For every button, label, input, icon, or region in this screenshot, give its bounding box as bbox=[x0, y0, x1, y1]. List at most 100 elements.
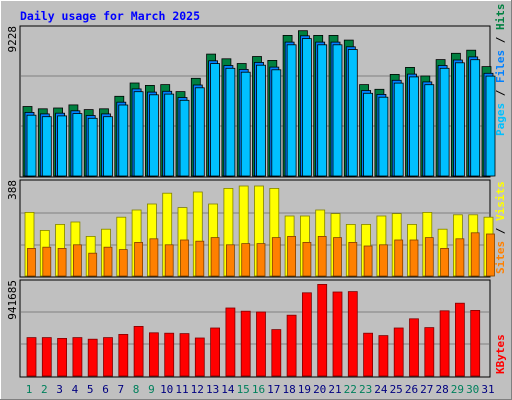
sites-bar bbox=[394, 239, 404, 277]
sites-bar bbox=[195, 240, 205, 277]
kbytes-bar bbox=[470, 309, 481, 377]
day-label: 3 bbox=[56, 383, 63, 396]
sites-bar bbox=[180, 239, 189, 277]
sites-bar bbox=[225, 244, 235, 277]
legend-sep: / bbox=[494, 221, 507, 241]
day-label: 12 bbox=[191, 383, 204, 396]
pages-bar bbox=[378, 96, 389, 177]
kbytes-bar bbox=[57, 337, 67, 377]
day-label: 31 bbox=[481, 383, 494, 396]
sites-bar bbox=[440, 247, 450, 277]
visits-max-label: 388 bbox=[6, 180, 19, 200]
day-label: 15 bbox=[237, 383, 250, 396]
day-label: 27 bbox=[420, 383, 433, 396]
kbytes-bar bbox=[424, 327, 435, 377]
day-label: 13 bbox=[206, 383, 219, 396]
kbytes-bar bbox=[439, 310, 450, 377]
sites-bar bbox=[424, 237, 434, 277]
legend-files: Files bbox=[494, 50, 507, 83]
pages-bar bbox=[454, 62, 465, 177]
sites-bar bbox=[73, 244, 82, 277]
kbytes-bar bbox=[378, 335, 389, 377]
kbytes-bar bbox=[148, 332, 159, 377]
day-label: 24 bbox=[374, 383, 388, 396]
sites-bar bbox=[363, 245, 373, 277]
pages-bar bbox=[148, 94, 159, 177]
day-label: 2 bbox=[41, 383, 48, 396]
kbytes-bar bbox=[179, 333, 190, 377]
sites-bar bbox=[271, 237, 281, 277]
day-label: 11 bbox=[175, 383, 188, 396]
day-label: 17 bbox=[267, 383, 280, 396]
kbytes-bar bbox=[301, 292, 312, 377]
sites-bar bbox=[134, 241, 144, 277]
kbytes-max-label: 941685 bbox=[6, 280, 19, 320]
legend-visits: Visits bbox=[494, 181, 507, 221]
day-label: 9 bbox=[148, 383, 155, 396]
day-label: 19 bbox=[298, 383, 311, 396]
kbytes-bar bbox=[210, 327, 221, 377]
kbytes-bar bbox=[41, 337, 52, 377]
kbytes-bar bbox=[286, 314, 297, 377]
day-label: 26 bbox=[405, 383, 418, 396]
sites-bar bbox=[88, 252, 98, 277]
pages-bar bbox=[286, 44, 297, 177]
kbytes-bar bbox=[332, 291, 343, 377]
day-label: 1 bbox=[26, 383, 33, 396]
pages-bar bbox=[210, 63, 221, 177]
day-label: 6 bbox=[102, 383, 109, 396]
day-label: 23 bbox=[359, 383, 372, 396]
legend-hits: Hits bbox=[494, 4, 507, 31]
pages-bar bbox=[256, 64, 266, 177]
sites-bar bbox=[256, 243, 266, 277]
sites-bar bbox=[287, 235, 297, 277]
day-label: 16 bbox=[252, 383, 265, 396]
pages-bar bbox=[424, 84, 435, 177]
pages-bar bbox=[347, 49, 358, 177]
pages-bar bbox=[485, 75, 496, 177]
kbytes-bar bbox=[103, 337, 113, 377]
sites-bar bbox=[302, 241, 312, 277]
kbytes-bar bbox=[194, 337, 205, 377]
pages-bar bbox=[470, 59, 481, 177]
pages-bar bbox=[72, 113, 83, 177]
day-label: 29 bbox=[451, 383, 464, 396]
pages-bar bbox=[103, 116, 113, 177]
pages-bar bbox=[301, 38, 312, 177]
kbytes-bar bbox=[409, 318, 419, 377]
sites-bar bbox=[486, 233, 495, 277]
pages-bar bbox=[164, 93, 175, 177]
pages-bar bbox=[317, 44, 328, 177]
sites-bar bbox=[210, 237, 220, 277]
sites-bar bbox=[118, 249, 128, 277]
sites-bar bbox=[57, 247, 67, 277]
legend-sep: / bbox=[494, 83, 507, 103]
day-labels: 1 2 3 4 5 6 7 8 9 10 11 12 13 14 15 16 17 18 19 20 21 22 23 24 2… bbox=[26, 383, 495, 396]
pages-bar bbox=[133, 91, 144, 177]
kbytes-bars bbox=[26, 283, 481, 377]
kbytes-bar bbox=[454, 302, 465, 377]
kbytes-bar bbox=[393, 327, 404, 377]
pages-bar bbox=[179, 99, 190, 177]
day-label: 8 bbox=[133, 383, 140, 396]
sites-bar bbox=[149, 238, 159, 277]
legend-sep: / bbox=[494, 30, 507, 50]
chart-title: Daily usage for March 2025 bbox=[20, 9, 200, 23]
pages-bar bbox=[26, 114, 37, 177]
day-label: 28 bbox=[435, 383, 448, 396]
legend-kbytes: KBytes bbox=[494, 334, 507, 374]
kbytes-bar bbox=[240, 310, 251, 377]
day-label: 10 bbox=[160, 383, 173, 396]
hits-bars bbox=[22, 30, 496, 177]
sites-bar bbox=[409, 239, 419, 277]
pages-bar bbox=[57, 115, 67, 177]
kbytes-bar bbox=[87, 338, 98, 377]
visits-bars bbox=[24, 185, 495, 277]
pages-bar bbox=[240, 71, 251, 177]
kbytes-bar bbox=[363, 332, 374, 377]
pages-bar bbox=[118, 104, 129, 177]
day-label: 5 bbox=[87, 383, 94, 396]
kbytes-bar bbox=[118, 333, 129, 377]
day-label: 7 bbox=[117, 383, 124, 396]
sites-bar bbox=[241, 243, 251, 277]
